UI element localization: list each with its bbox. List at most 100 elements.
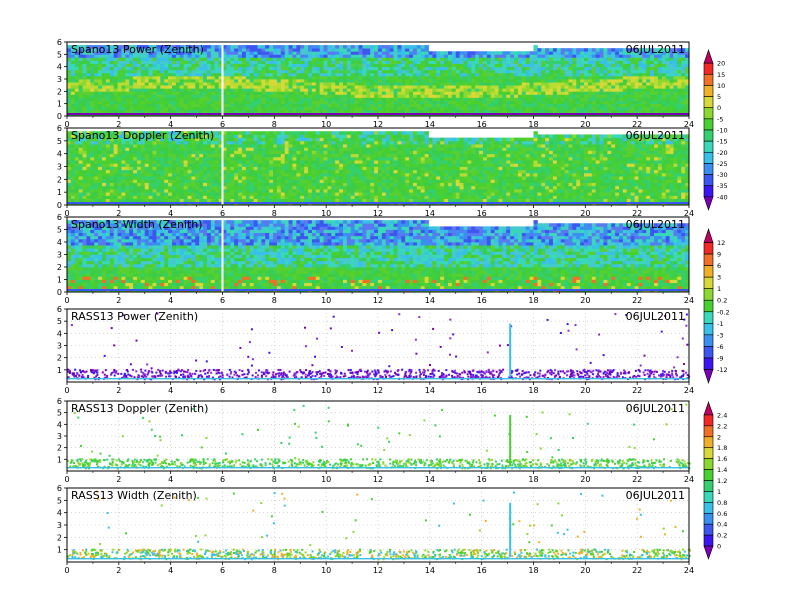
cell: [638, 110, 642, 113]
cell: [522, 110, 526, 113]
cell: [386, 91, 390, 94]
cell: [118, 157, 122, 161]
cell: [67, 79, 71, 82]
cell: [106, 195, 110, 199]
cell: [125, 195, 129, 199]
cell: [487, 104, 491, 107]
cell: [366, 79, 370, 82]
cell: [300, 82, 304, 85]
cell: [160, 163, 164, 167]
cell: [211, 167, 215, 171]
cell: [386, 57, 390, 60]
cell: [129, 82, 133, 85]
cell: [413, 79, 417, 82]
cell: [335, 79, 339, 82]
cell: [90, 73, 94, 76]
cell: [580, 85, 584, 88]
cell: [67, 107, 71, 110]
cell: [557, 88, 561, 91]
cell: [180, 167, 184, 171]
cell: [510, 85, 514, 88]
cell: [588, 73, 592, 76]
cell: [156, 94, 160, 97]
cell: [145, 186, 149, 190]
cell: [611, 73, 615, 76]
cell: [180, 160, 184, 164]
cell: [102, 98, 106, 101]
cell: [180, 57, 184, 60]
cell: [265, 85, 269, 88]
cell: [250, 186, 254, 190]
cell: [114, 67, 118, 70]
cell: [292, 170, 296, 174]
cell: [203, 57, 207, 60]
cell: [654, 82, 658, 85]
cell: [673, 64, 677, 67]
cell: [292, 189, 296, 193]
cell: [289, 45, 293, 48]
cell: [242, 138, 246, 142]
cell: [522, 76, 526, 79]
cell: [421, 61, 425, 64]
cell: [479, 82, 483, 85]
cell: [677, 98, 681, 101]
cell: [475, 61, 479, 64]
cell: [362, 61, 366, 64]
cell: [230, 134, 234, 138]
cell: [425, 98, 429, 101]
cell: [553, 101, 557, 104]
cell: [530, 79, 534, 82]
cell: [207, 98, 211, 101]
cell: [359, 76, 363, 79]
cell: [153, 183, 157, 187]
cell: [615, 91, 619, 94]
cell: [75, 160, 79, 164]
cell: [335, 70, 339, 73]
cell: [600, 70, 604, 73]
cell: [242, 79, 246, 82]
cell: [514, 94, 518, 97]
cell: [382, 54, 386, 57]
cell: [168, 98, 172, 101]
cell: [277, 45, 281, 48]
cell: [491, 98, 495, 101]
cell: [281, 144, 285, 148]
cell: [289, 167, 293, 171]
cell: [106, 85, 110, 88]
cell: [90, 179, 94, 183]
cell: [114, 88, 118, 91]
cell: [359, 45, 363, 48]
cell: [623, 82, 627, 85]
cell: [347, 107, 351, 110]
cell: [254, 195, 258, 199]
cell: [168, 85, 172, 88]
cell: [409, 70, 413, 73]
panel-date: 06JUL2011: [626, 43, 685, 56]
cell: [642, 61, 646, 64]
cell: [234, 94, 238, 97]
cell: [670, 110, 674, 113]
cell: [460, 79, 464, 82]
cell: [339, 45, 343, 48]
cell: [670, 57, 674, 60]
cell: [670, 79, 674, 82]
cell: [156, 82, 160, 85]
cell: [479, 79, 483, 82]
cell: [619, 98, 623, 101]
cell: [79, 199, 83, 203]
cell: [557, 107, 561, 110]
cell: [226, 176, 230, 180]
cell: [172, 91, 176, 94]
cell: [549, 107, 553, 110]
cell: [261, 101, 265, 104]
cell: [110, 157, 114, 161]
cell: [331, 51, 335, 54]
cell: [456, 64, 460, 67]
cell: [584, 104, 588, 107]
cell: [460, 51, 464, 54]
cell: [246, 150, 250, 154]
cell: [215, 51, 219, 54]
cell: [584, 48, 588, 51]
cell: [289, 91, 293, 94]
cell: [452, 98, 456, 101]
